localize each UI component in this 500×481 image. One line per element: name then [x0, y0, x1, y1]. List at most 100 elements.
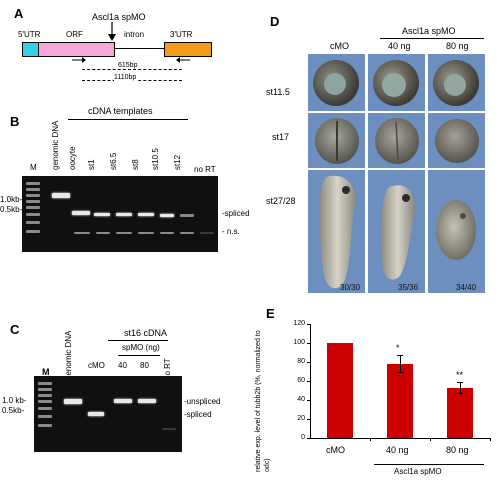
spmo-ng-subheader: spMO (ng) [122, 343, 160, 352]
row-label-st17: st17 [272, 132, 290, 142]
bp615-label: 615bp [118, 62, 138, 69]
y-tick-label: 120 [293, 320, 305, 327]
utr3-label: 3'UTR [170, 30, 193, 39]
e-group-label: Ascl1a spMO [394, 467, 442, 476]
lane-label-m-c: M [42, 367, 50, 377]
st16-header-line [108, 340, 168, 341]
embryo-image-st17-40ng [368, 113, 425, 168]
x-tick-label: cMO [326, 445, 345, 455]
y-tick-mark [307, 362, 310, 363]
d-group-label: Ascl1a spMO [402, 26, 456, 36]
lane-label-st1: st1 [87, 159, 96, 170]
st16-cdna-header: st16 cDNA [124, 328, 168, 338]
intron-label: intron [124, 30, 145, 39]
y-tick-label: 0 [301, 434, 305, 441]
lane-label-genomic-c: genomic DNA [64, 330, 73, 380]
error-bar [460, 381, 461, 394]
error-cap [397, 355, 403, 357]
y-tick-label: 20 [297, 415, 305, 422]
bar-40-ng [387, 363, 413, 438]
x-tick-label: 40 ng [386, 445, 409, 455]
lane-label-st8: st8 [131, 159, 140, 170]
embryo-image-st17-cmo [308, 113, 365, 168]
panel-letter-d: D [270, 14, 280, 29]
y-tick-mark [307, 400, 310, 401]
y-tick-label: 40 [297, 396, 305, 403]
cdna-header-line [68, 119, 188, 120]
x-tick-mark [490, 438, 491, 441]
lane-label-st6.5: st6.5 [109, 152, 118, 170]
lane-label-oocyte: oocyte [68, 146, 77, 170]
spmo-subheader-line [118, 355, 160, 356]
size-label-1kb: 1.0kb- [0, 195, 23, 204]
e-group-line [374, 464, 484, 465]
lane-label-80: 80 [140, 361, 149, 370]
significance-marker: ** [456, 369, 464, 380]
panel-letter-e: E [266, 306, 275, 321]
lane-label-st10.5: st10.5 [151, 148, 160, 170]
band-label-spliced-c: -spliced [184, 410, 212, 419]
col-label-80ng: 80 ng [446, 41, 469, 51]
lane-label-cmo-c: cMO [88, 361, 105, 370]
lane-label-st12: st12 [173, 154, 182, 170]
bar-80-ng [447, 387, 473, 438]
panel-b: cDNA templates M genomic DNA oocyte st1 … [0, 100, 250, 255]
y-tick-mark [307, 419, 310, 420]
bp1110-label: 1110bp [114, 74, 137, 81]
forward-primer-arrow [72, 57, 86, 63]
plot-area [310, 324, 491, 439]
embryo-image-st11.5-80ng [428, 54, 485, 111]
embryo-image-st11.5-40ng [368, 54, 425, 111]
band-label-spliced: -spliced [222, 209, 250, 218]
panel-letter-a: A [14, 6, 24, 21]
y-tick-mark [307, 324, 310, 325]
error-cap [397, 372, 403, 374]
size-label-0.5kb: 0.5kb- [0, 205, 23, 214]
embryo-image-st17-80ng [428, 113, 485, 168]
error-bar [400, 355, 401, 373]
gene-diagram: 5'UTR ORF intron 3'UTR Ascl1a spMO 615bp… [0, 0, 230, 100]
d-group-line [380, 38, 484, 39]
embryo-image-st27-80ng [428, 170, 485, 293]
lane-label-m: M [30, 163, 37, 172]
chart-ylabel: relative exp. level of tubb2b (%, normal… [255, 330, 271, 472]
x-tick-label: 80 ng [446, 445, 469, 455]
embryo-count-40ng: 35/36 [398, 283, 419, 292]
reverse-primer-arrow [176, 57, 190, 63]
error-cap [457, 393, 463, 395]
y-tick-label: 60 [297, 377, 305, 384]
lane-label-no-rt: no RT [194, 165, 216, 174]
utr3-box [164, 42, 212, 57]
orf-box [38, 42, 115, 57]
gel-c [34, 376, 182, 452]
embryo-image-st27-cmo [308, 170, 365, 293]
morpholino-label: Ascl1a spMO [92, 12, 146, 22]
x-tick-mark [370, 438, 371, 441]
panel-d: cMO Ascl1a spMO 40 ng 80 ng st11.5 st17 … [260, 0, 500, 300]
x-tick-mark [430, 438, 431, 441]
y-tick-label: 80 [297, 358, 305, 365]
band-label-ns: - n.s. [222, 227, 240, 236]
embryo-image-st27-40ng [368, 170, 425, 293]
panel-letter-c: C [10, 322, 20, 337]
morpholino-arrow [108, 22, 116, 41]
embryo-image-st11.5-cmo [308, 54, 365, 111]
band-label-unspliced: -unspliced [184, 397, 221, 406]
y-tick-mark [307, 343, 310, 344]
size-label-0.5kb-c: 0.5kb- [2, 406, 25, 415]
lane-label-40: 40 [118, 361, 127, 370]
significance-marker: * [396, 343, 400, 354]
bar-cMO [327, 343, 353, 438]
embryo-count-cmo: 30/30 [340, 283, 361, 292]
gel-b [22, 176, 218, 252]
bar-chart: relative exp. level of tubb2b (%, normal… [255, 318, 500, 481]
embryo-count-80ng: 34/40 [456, 283, 477, 292]
y-tick-mark [307, 381, 310, 382]
row-label-st11.5: st11.5 [266, 87, 290, 97]
y-tick-mark [307, 438, 310, 439]
lane-label-genomic: genomic DNA [51, 120, 60, 170]
col-label-40ng: 40 ng [388, 41, 411, 51]
panel-c: st16 cDNA spMO (ng) M genomic DNA cMO 40… [0, 300, 250, 460]
col-label-cmo: cMO [330, 41, 349, 51]
utr5-label: 5'UTR [18, 30, 41, 39]
